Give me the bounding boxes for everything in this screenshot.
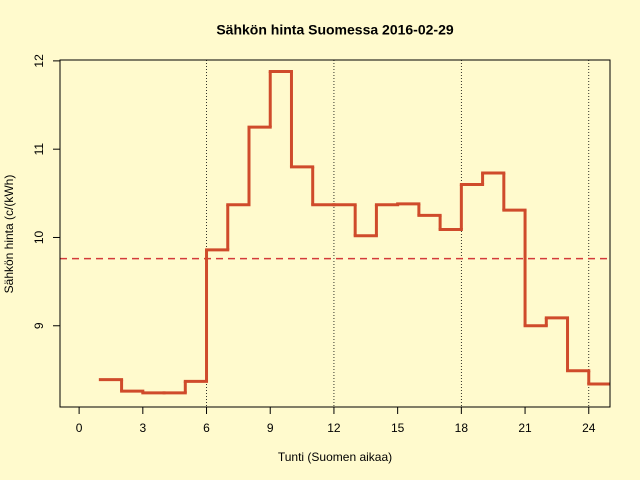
step-series bbox=[98, 69, 610, 395]
chart-title: Sähkön hinta Suomessa 2016-02-29 bbox=[216, 22, 454, 38]
x-tick-label: 18 bbox=[455, 421, 469, 435]
x-tick-label: 12 bbox=[327, 421, 341, 435]
x-tick-label: 3 bbox=[139, 421, 146, 435]
x-axis-label: Tunti (Suomen aikaa) bbox=[278, 450, 392, 464]
y-tick-label: 11 bbox=[32, 143, 46, 156]
y-tick-label: 12 bbox=[32, 54, 46, 68]
x-tick-label: 6 bbox=[203, 421, 210, 435]
x-tick-label: 0 bbox=[76, 421, 83, 435]
y-axis-label: Sähkön hinta (c/(kWh) bbox=[2, 175, 16, 294]
y-tick-label: 9 bbox=[32, 322, 46, 329]
x-tick-label: 9 bbox=[267, 421, 274, 435]
plot-frame bbox=[59, 59, 611, 408]
x-tick-label: 21 bbox=[518, 421, 532, 435]
x-tick-label: 15 bbox=[391, 421, 405, 435]
y-tick-label: 10 bbox=[32, 230, 46, 244]
x-tick-label: 24 bbox=[582, 421, 596, 435]
